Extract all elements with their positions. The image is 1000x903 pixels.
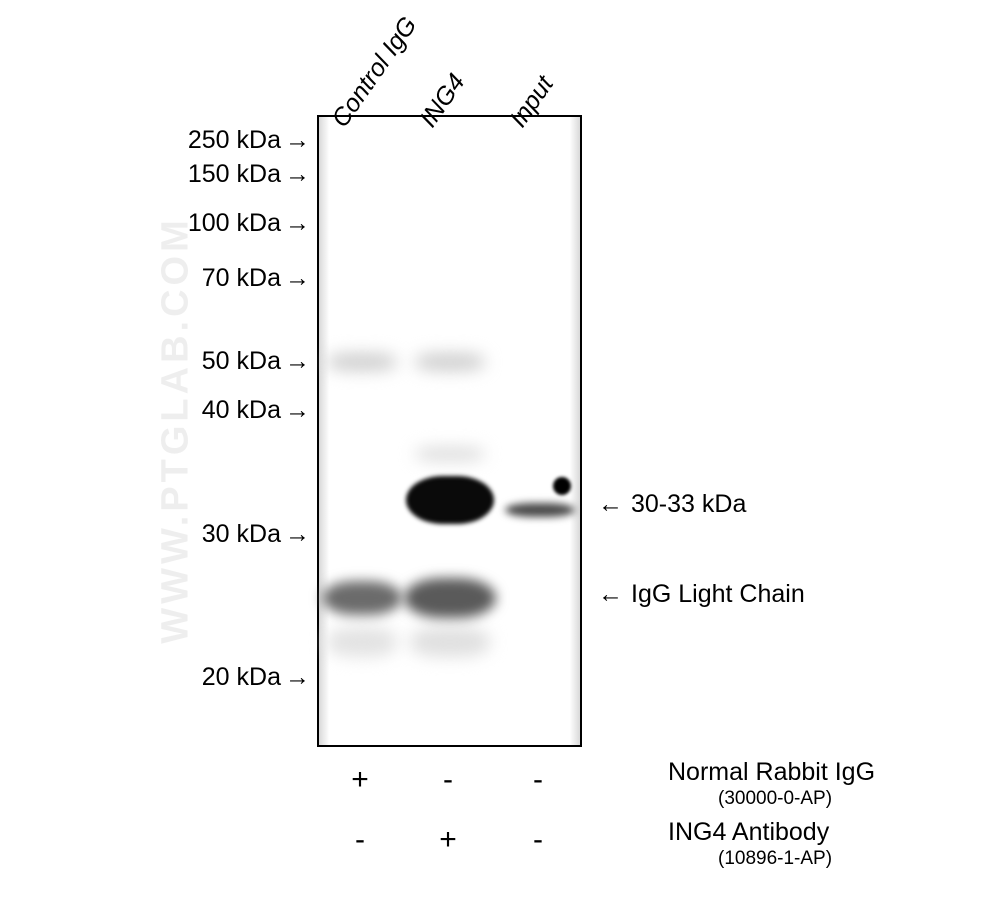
pm-cell-r0-c0: +	[348, 763, 372, 797]
pm-cell-r0-c1: -	[436, 763, 460, 797]
arrow-left-icon: ←	[598, 580, 623, 609]
faint-band-50kda-ing4	[415, 353, 485, 371]
faint-band-50kda-control	[327, 353, 397, 371]
arrow-right-icon: →	[285, 520, 310, 549]
mw-text: 70 kDa	[202, 264, 281, 293]
pm-cell-r1-c0: -	[348, 823, 372, 857]
faint-band-below-lc-ing4	[410, 627, 490, 657]
arrow-left-icon: ←	[598, 490, 623, 519]
arrow-right-icon: →	[285, 160, 310, 189]
mw-label-4: 50 kDa→	[0, 347, 310, 376]
pm-cell-r0-c2: -	[526, 763, 550, 797]
band-label-text: IgG Light Chain	[631, 580, 805, 609]
mw-text: 100 kDa	[188, 209, 281, 238]
reagent-sub-1: (10896-1-AP)	[718, 848, 832, 870]
arrow-right-icon: →	[285, 209, 310, 238]
mw-text: 40 kDa	[202, 396, 281, 425]
band-light-chain-ing4	[404, 578, 496, 618]
mw-text: 20 kDa	[202, 663, 281, 692]
band-label-1: ← IgG Light Chain	[598, 580, 805, 609]
dot-input	[553, 477, 571, 495]
arrow-right-icon: →	[285, 347, 310, 376]
mw-label-5: 40 kDa→	[0, 396, 310, 425]
arrow-right-icon: →	[285, 396, 310, 425]
reagent-main-1: ING4 Antibody	[668, 818, 829, 847]
band-input	[505, 503, 575, 517]
band-label-text: 30-33 kDa	[631, 490, 746, 519]
figure-container: WWW.PTGLAB.COM Control IgGING4Input 250 …	[0, 0, 1000, 903]
mw-text: 250 kDa	[188, 126, 281, 155]
mw-label-6: 30 kDa→	[0, 520, 310, 549]
arrow-right-icon: →	[285, 663, 310, 692]
reagent-sub-0: (30000-0-AP)	[718, 788, 832, 810]
mw-label-7: 20 kDa→	[0, 663, 310, 692]
mw-text: 50 kDa	[202, 347, 281, 376]
mw-text: 150 kDa	[188, 160, 281, 189]
arrow-right-icon: →	[285, 126, 310, 155]
faint-band-below-lc-control	[327, 627, 397, 657]
faint-band-above-main-ing4	[415, 447, 485, 461]
mw-text: 30 kDa	[202, 520, 281, 549]
band-label-0: ← 30-33 kDa	[598, 490, 746, 519]
pm-cell-r1-c1: +	[436, 823, 460, 857]
band-light-chain-control	[322, 581, 402, 615]
pm-cell-r1-c2: -	[526, 823, 550, 857]
reagent-main-0: Normal Rabbit IgG	[668, 758, 875, 787]
mw-label-0: 250 kDa→	[0, 126, 310, 155]
blot-membrane	[317, 115, 582, 747]
mw-label-3: 70 kDa→	[0, 264, 310, 293]
mw-label-2: 100 kDa→	[0, 209, 310, 238]
band-ing4-main	[406, 476, 494, 524]
arrow-right-icon: →	[285, 264, 310, 293]
mw-label-1: 150 kDa→	[0, 160, 310, 189]
